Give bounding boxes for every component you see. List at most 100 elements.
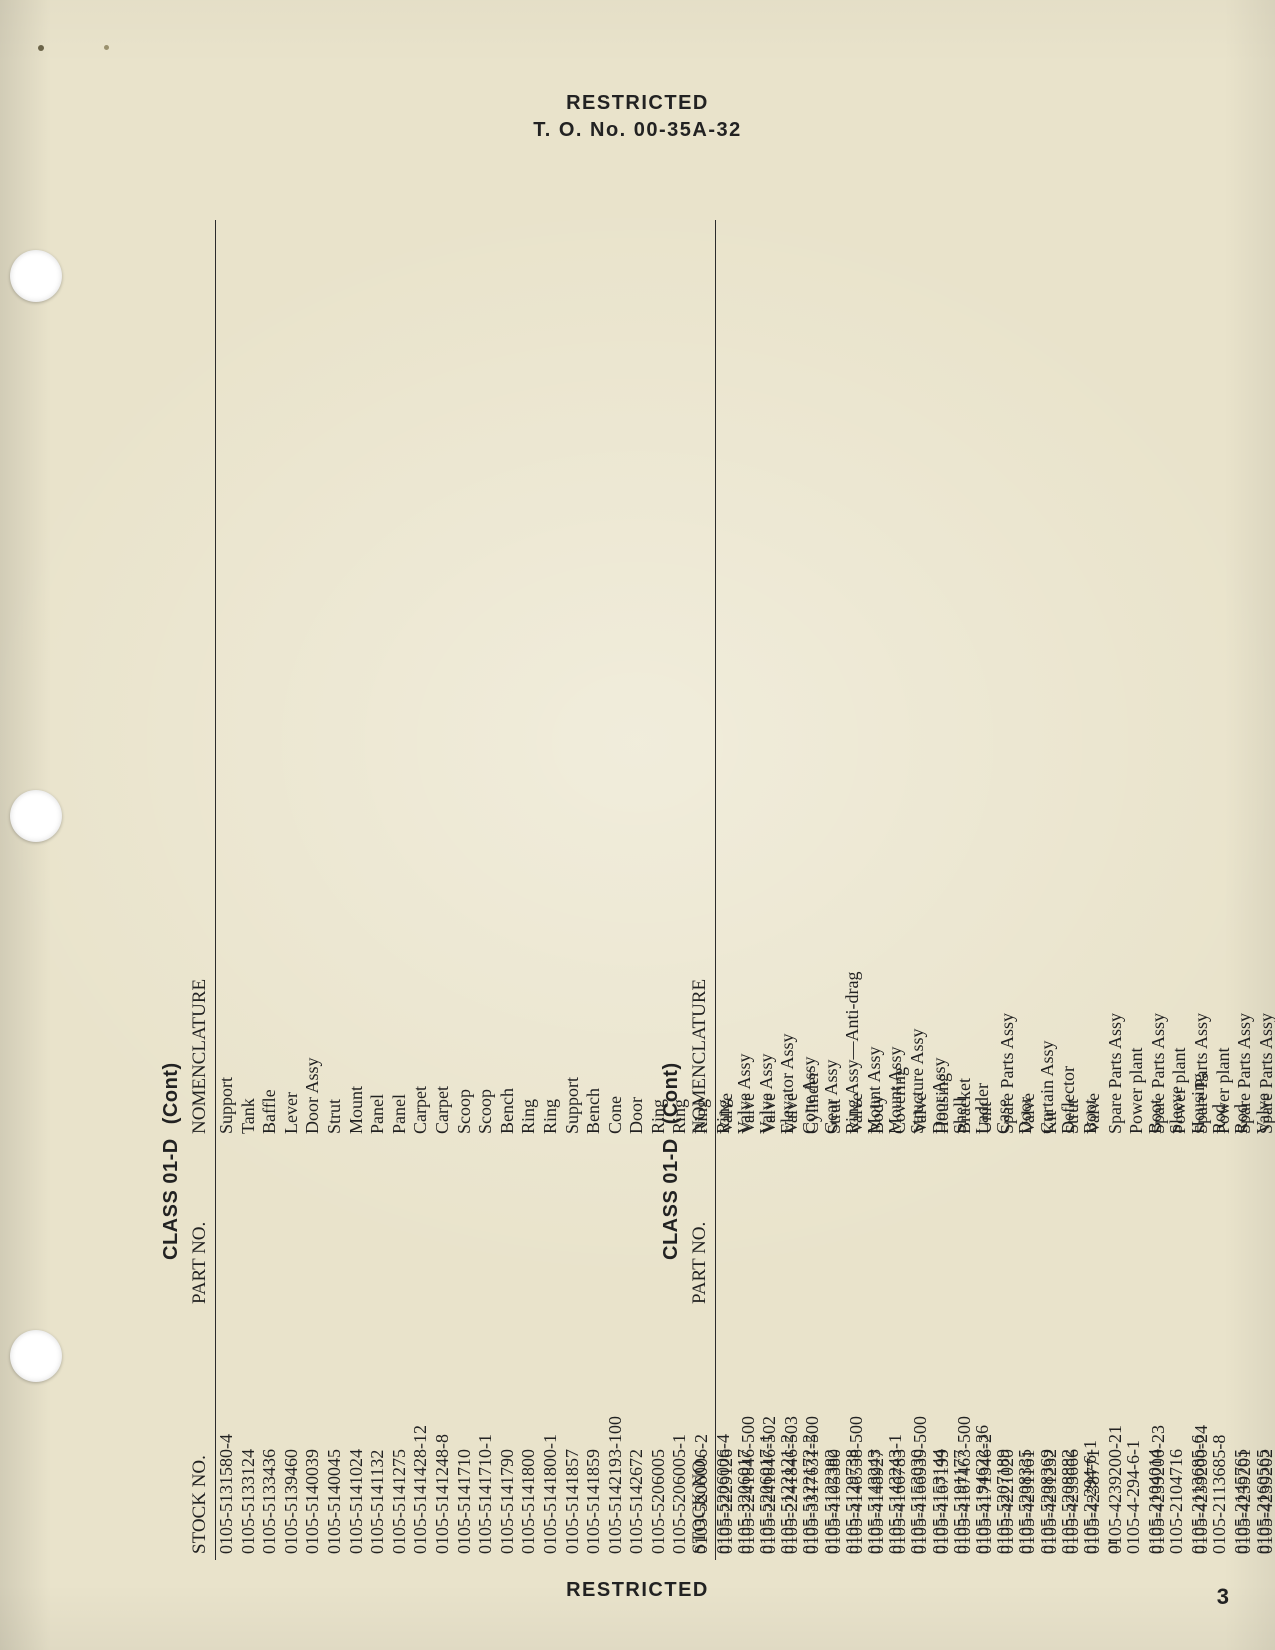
- cell-part: [889, 1140, 911, 1310]
- cell-part: [367, 1140, 389, 1310]
- cell-part: [781, 1140, 803, 1310]
- cell-part: [216, 1140, 238, 1310]
- cell-nomenclature: Housing: [932, 220, 954, 1140]
- cell-part: [1126, 1140, 1148, 1310]
- cell-nomenclature: Covering: [889, 220, 911, 1140]
- cell-part: [910, 1140, 932, 1310]
- col-header-nom: NOMENCLATURE: [187, 220, 216, 1140]
- cell-part: [259, 1140, 281, 1310]
- cell-nomenclature: Strut: [824, 220, 846, 1140]
- cell-part: [605, 1140, 627, 1310]
- cell-part: [281, 1140, 303, 1310]
- left-column: CLASS 01-D (Cont) STOCK NO. PART NO. NOM…: [160, 220, 620, 1560]
- cell-nomenclature: Support: [216, 220, 238, 1140]
- cell-stock: 0105-5141024: [346, 1310, 368, 1560]
- cell-stock: 0105-5131580-4: [216, 1310, 238, 1560]
- table-row: Power plant: [1169, 220, 1191, 1560]
- table-row: 0105-5141275Panel: [389, 220, 411, 1560]
- cell-nomenclature: Scoop: [454, 220, 476, 1140]
- cell-stock: 0105-4167199: [932, 1310, 954, 1560]
- cell-part: [475, 1140, 497, 1310]
- cell-part: [1213, 1140, 1235, 1310]
- col-header-part: PART NO.: [687, 1140, 716, 1310]
- table-row: 0105-4233666Strut: [1062, 220, 1084, 1560]
- table-row: 0105-2229126Valve: [716, 220, 738, 1560]
- cell-part: [626, 1140, 648, 1310]
- cell-part: [738, 1140, 760, 1310]
- scan-speck: [104, 45, 109, 50]
- table-row: Power plant: [1213, 220, 1235, 1560]
- cell-nomenclature: Unit: [975, 220, 997, 1140]
- cell-part: [759, 1140, 781, 1310]
- cell-stock: 0105-5141132: [367, 1310, 389, 1560]
- cell-part: [975, 1140, 997, 1310]
- table-row: 0105-5131580-4 Support: [216, 220, 238, 1560]
- cell-stock: 0105-3317631-500: [802, 1310, 824, 1560]
- class-heading-label: CLASS 01-D: [160, 1138, 182, 1260]
- table-row: 0105-4239200-21Spare Parts Assy: [1105, 220, 1127, 1560]
- cell-nomenclature: Spare Parts Assy: [1105, 220, 1127, 1140]
- cell-nomenclature: Valve: [781, 220, 803, 1140]
- cell-part: [932, 1140, 954, 1310]
- cell-nomenclature: Door: [626, 220, 648, 1140]
- cell-stock: 0105-4221020: [997, 1310, 1019, 1560]
- table-row: 0105-4148927Body: [867, 220, 889, 1560]
- cell-nomenclature: Carpet: [410, 220, 432, 1140]
- cell-nomenclature: Power plant: [1126, 220, 1148, 1140]
- table-row: 0105-5142672 Door: [626, 220, 648, 1560]
- punch-hole: [10, 1330, 62, 1382]
- cell-stock: 0105-4238771: [1083, 1310, 1105, 1560]
- cell-part: [583, 1140, 605, 1310]
- cell-nomenclature: Spare Parts Assy: [1191, 220, 1213, 1140]
- cell-stock: 0105-4239200-24: [1191, 1310, 1213, 1560]
- cell-stock: 0105-4231232: [1040, 1310, 1062, 1560]
- cell-nomenclature: Spare Parts Assy: [1234, 220, 1256, 1140]
- cell-stock: 0105-5141800-1: [540, 1310, 562, 1560]
- cell-nomenclature: Tank: [238, 220, 260, 1140]
- header-to-number: T. O. No. 00-35A-32: [0, 119, 1275, 142]
- table-row: 0105-2241846-503Valve: [781, 220, 803, 1560]
- cell-stock: 0105-2241846-502: [759, 1310, 781, 1560]
- cell-stock: 0105-4231161: [1018, 1310, 1040, 1560]
- table-row: 0105-2241846-502Valve: [759, 220, 781, 1560]
- cell-nomenclature: Lever: [281, 220, 303, 1140]
- cell-stock: 0105-4166939-500: [910, 1310, 932, 1560]
- table-row: 0105-5141024 Mount: [346, 220, 368, 1560]
- table-row: 0105-5141710-1Scoop: [475, 220, 497, 1560]
- table-row: 0105-4239200-23Spare Parts Assy: [1148, 220, 1170, 1560]
- cell-nomenclature: Bracket: [954, 220, 976, 1140]
- cell-stock: 0105-4166783: [889, 1310, 911, 1560]
- cell-nomenclature: Panel: [367, 220, 389, 1140]
- cell-nomenclature: Valve: [1018, 220, 1040, 1140]
- cell-nomenclature: Mount: [346, 220, 368, 1140]
- cell-part: [1234, 1140, 1256, 1310]
- parts-table-right: STOCK NO. PART NO. NOMENCLATURE 0105-222…: [687, 220, 1275, 1560]
- col-header-nom: NOMENCLATURE: [687, 220, 716, 1140]
- cell-part: [346, 1140, 368, 1310]
- cell-part: [562, 1140, 584, 1310]
- cell-part: [1256, 1140, 1275, 1310]
- cell-stock: 0105-5142672: [626, 1310, 648, 1560]
- cell-nomenclature: Ring: [518, 220, 540, 1140]
- table-row: 0105-5133436Baffle: [259, 220, 281, 1560]
- cell-part: [954, 1140, 976, 1310]
- cell-nomenclature: Spare Parts Assy: [1256, 220, 1275, 1140]
- class-heading-label: CLASS 01-D: [660, 1138, 682, 1260]
- table-row: 0105-2241846-500Valve: [738, 220, 760, 1560]
- cell-part: [432, 1140, 454, 1310]
- cell-nomenclature: Ring: [540, 220, 562, 1140]
- cell-nomenclature: Valve: [738, 220, 760, 1140]
- cell-part: [1018, 1140, 1040, 1310]
- cell-nomenclature: Panel: [389, 220, 411, 1140]
- cell-nomenclature: Cone: [605, 220, 627, 1140]
- cell-stock: 0105-4167463-500: [954, 1310, 976, 1560]
- cell-nomenclature: Valve: [910, 220, 932, 1140]
- cell-part: [1148, 1140, 1170, 1310]
- table-row: 0105-5140039Door Assy: [302, 220, 324, 1560]
- scan-speck: [38, 45, 44, 51]
- cell-stock: 0105-5141790: [497, 1310, 519, 1560]
- col-header-stock: STOCK NO.: [187, 1310, 216, 1560]
- page-number: 3: [1217, 1584, 1229, 1610]
- cell-nomenclature: Strut: [1062, 220, 1084, 1140]
- table-row: 0105-5139460Lever: [281, 220, 303, 1560]
